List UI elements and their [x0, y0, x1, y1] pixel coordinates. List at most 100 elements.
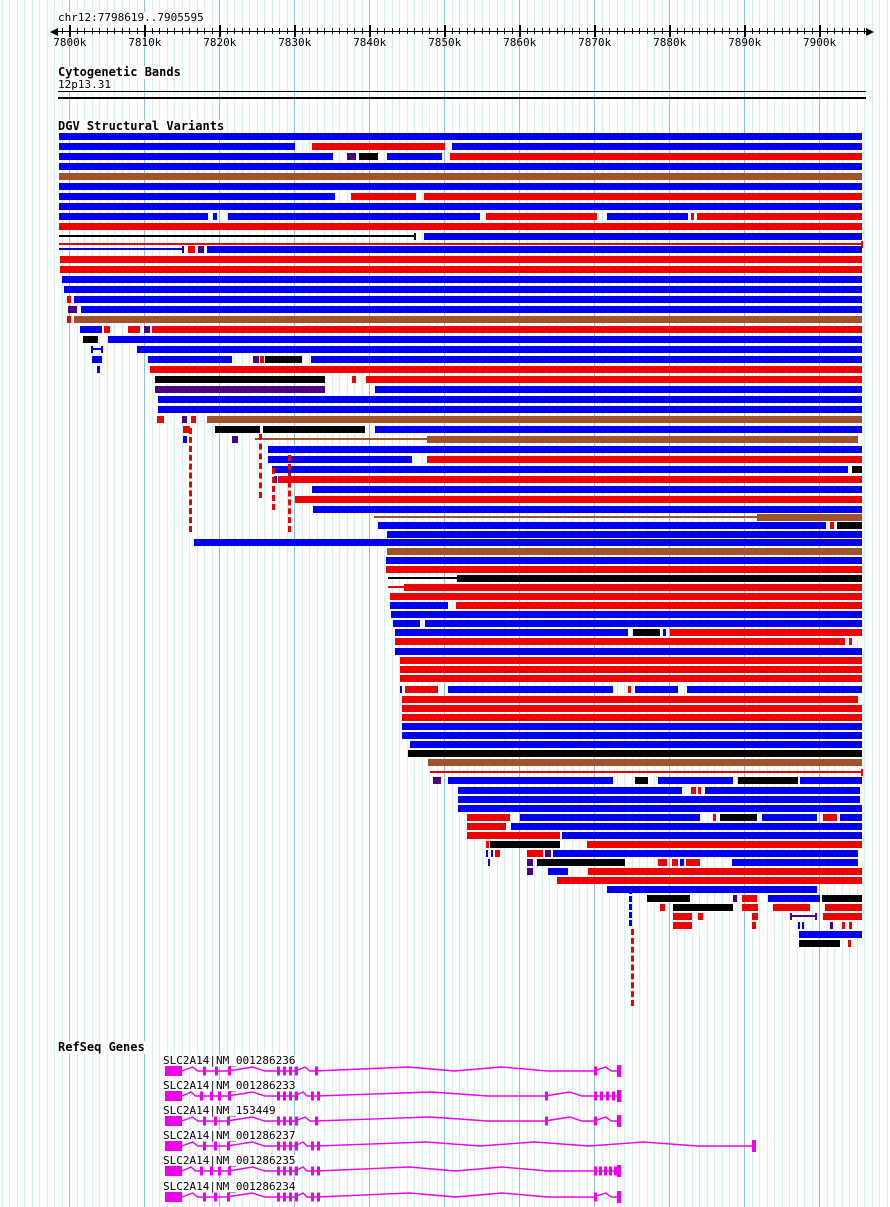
variant-bar[interactable] [825, 904, 862, 911]
variant-bar[interactable] [658, 777, 733, 784]
variant-bar[interactable] [274, 476, 277, 483]
variant-bar[interactable] [698, 787, 701, 794]
variant-bar[interactable] [486, 850, 488, 857]
variant-bar[interactable] [628, 686, 631, 693]
variant-bar[interactable] [658, 859, 667, 866]
variant-bar[interactable] [64, 286, 862, 293]
variant-bar[interactable] [395, 629, 628, 636]
variant-bar[interactable] [152, 326, 862, 333]
variant-bar[interactable] [402, 723, 862, 730]
variant-bar[interactable] [400, 675, 862, 682]
variant-bar[interactable] [97, 366, 100, 373]
variant-bar[interactable] [128, 326, 140, 333]
variant-bar[interactable] [387, 531, 862, 538]
variant-bar[interactable] [452, 143, 862, 150]
variant-line[interactable] [59, 248, 183, 250]
variant-bar[interactable] [607, 213, 688, 220]
variant-bar[interactable] [713, 814, 716, 821]
variant-bar[interactable] [59, 193, 335, 200]
variant-bar[interactable] [830, 522, 834, 529]
gene-model[interactable] [0, 1062, 890, 1080]
variant-bar[interactable] [347, 153, 356, 160]
variant-bar[interactable] [67, 316, 71, 323]
variant-bar[interactable] [207, 416, 862, 423]
variant-bar[interactable] [673, 922, 692, 929]
variant-bar[interactable] [742, 895, 757, 902]
variant-bar[interactable] [773, 904, 810, 911]
variant-bar[interactable] [59, 183, 862, 190]
variant-bar[interactable] [311, 356, 862, 363]
variant-bar[interactable] [60, 266, 862, 273]
variant-bar[interactable] [798, 922, 800, 929]
variant-bar[interactable] [260, 356, 264, 363]
variant-bar[interactable] [802, 922, 804, 929]
variant-bar[interactable] [148, 356, 232, 363]
variant-bar[interactable] [742, 904, 758, 911]
variant-bar[interactable] [557, 877, 862, 884]
variant-bar[interactable] [830, 922, 833, 929]
variant-bar[interactable] [849, 638, 852, 645]
variant-bar[interactable] [68, 306, 77, 313]
gene-model[interactable] [0, 1188, 890, 1206]
variant-line[interactable] [388, 586, 405, 588]
gene-model[interactable] [0, 1087, 890, 1105]
variant-bar[interactable] [425, 620, 862, 627]
variant-bar[interactable] [520, 814, 700, 821]
variant-bar[interactable] [157, 416, 164, 423]
variant-bar[interactable] [155, 376, 325, 383]
variant-line[interactable] [430, 771, 862, 773]
variant-bar[interactable] [548, 868, 568, 875]
variant-bar[interactable] [428, 436, 858, 443]
variant-bar[interactable] [313, 506, 862, 513]
variant-bar[interactable] [188, 246, 195, 253]
variant-bar[interactable] [359, 153, 378, 160]
variant-bar[interactable] [312, 143, 445, 150]
variant-bar[interactable] [59, 133, 862, 140]
variant-bar[interactable] [527, 868, 533, 875]
variant-bar[interactable] [386, 557, 862, 564]
variant-bar[interactable] [400, 657, 862, 664]
variant-bar[interactable] [691, 787, 696, 794]
variant-bar[interactable] [732, 859, 858, 866]
variant-bar[interactable] [198, 246, 204, 253]
variant-bar[interactable] [182, 416, 187, 423]
variant-bar[interactable] [672, 859, 678, 866]
variant-bar[interactable] [848, 940, 851, 947]
variant-bar[interactable] [402, 732, 862, 739]
variant-bar[interactable] [352, 376, 356, 383]
variant-ibeam[interactable] [91, 348, 103, 350]
variant-bar[interactable] [402, 705, 862, 712]
variant-bar[interactable] [213, 213, 217, 220]
variant-bar[interactable] [486, 213, 597, 220]
variant-bar[interactable] [393, 620, 420, 627]
variant-bar[interactable] [144, 326, 150, 333]
variant-bar[interactable] [268, 446, 862, 453]
variant-bar[interactable] [402, 714, 862, 721]
variant-bar[interactable] [150, 366, 862, 373]
gene-model[interactable] [0, 1137, 890, 1155]
variant-bar[interactable] [762, 814, 817, 821]
variant-bar[interactable] [59, 203, 862, 210]
variant-bar[interactable] [263, 426, 365, 433]
variant-ibeam[interactable] [790, 915, 817, 917]
variant-bar[interactable] [158, 406, 862, 413]
variant-bar[interactable] [228, 213, 480, 220]
variant-bar[interactable] [59, 153, 333, 160]
variant-bar[interactable] [158, 396, 862, 403]
variant-bar[interactable] [59, 213, 208, 220]
variant-bar[interactable] [433, 777, 441, 784]
variant-bar[interactable] [752, 913, 758, 920]
variant-bar[interactable] [366, 376, 862, 383]
variant-bar[interactable] [215, 426, 260, 433]
variant-bar[interactable] [194, 539, 862, 546]
variant-bar[interactable] [378, 522, 826, 529]
variant-bar[interactable] [458, 796, 860, 803]
variant-bar[interactable] [395, 648, 862, 655]
variant-bar[interactable] [823, 913, 862, 920]
variant-bar[interactable] [92, 356, 102, 363]
variant-line[interactable] [374, 516, 758, 518]
variant-bar[interactable] [491, 850, 493, 857]
variant-bar[interactable] [387, 548, 862, 555]
variant-bar[interactable] [424, 193, 862, 200]
gene-model[interactable] [0, 1162, 890, 1180]
